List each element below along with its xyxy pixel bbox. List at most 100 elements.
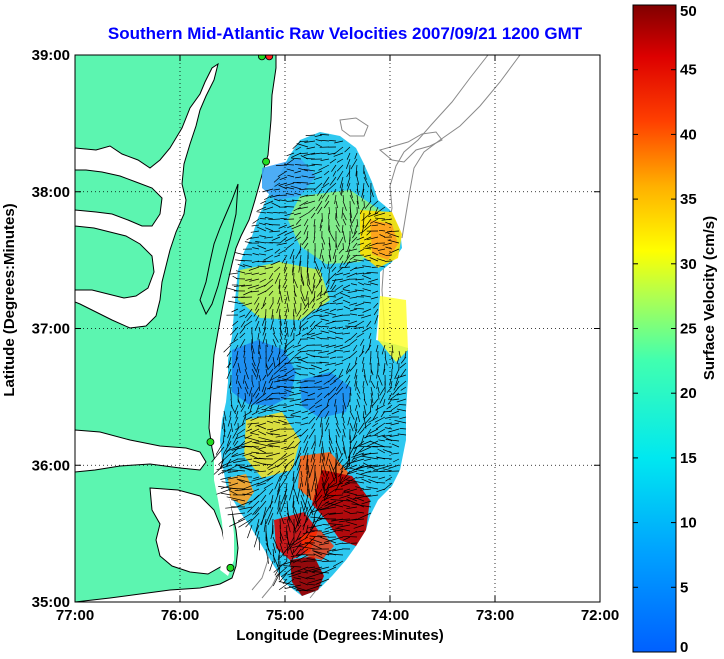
velocity-vector [306, 164, 316, 167]
velocity-vector [335, 542, 344, 546]
velocity-vector [299, 194, 309, 198]
velocity-vector [262, 463, 274, 466]
velocity-vector [308, 416, 316, 425]
velocity-vector [304, 569, 316, 574]
velocity-vector [323, 536, 344, 543]
velocity-vector [322, 560, 337, 562]
velocity-vector [300, 272, 305, 285]
velocity-vector [302, 530, 316, 535]
velocity-vector [264, 248, 274, 252]
velocity-vector [293, 440, 302, 449]
velocity-vector [329, 512, 337, 514]
velocity-vector [362, 386, 365, 394]
velocity-vector [359, 446, 372, 453]
velocity-vector [303, 200, 316, 205]
velocity-vector [342, 416, 345, 424]
velocity-vector [383, 398, 386, 405]
velocity-vector [370, 296, 379, 300]
velocity-vector [315, 302, 323, 313]
velocity-vector [328, 428, 331, 441]
velocity-vector [339, 254, 344, 261]
velocity-vector [328, 242, 331, 251]
velocity-vector [336, 158, 344, 163]
velocity-vector [390, 380, 393, 388]
velocity-vector [251, 476, 267, 482]
velocity-vector [353, 307, 365, 310]
velocity-vector [339, 260, 344, 268]
velocity-vector [293, 506, 301, 525]
velocity-vector [293, 212, 302, 216]
velocity-vector [314, 500, 323, 515]
velocity-vector [286, 512, 295, 528]
velocity-vector [233, 284, 246, 287]
velocity-vector [306, 524, 323, 529]
velocity-vector [233, 416, 239, 426]
velocity-vector [282, 378, 295, 382]
velocity-vector [313, 566, 330, 572]
velocity-vector [316, 336, 323, 340]
velocity-vector [251, 410, 260, 416]
velocity-vector [223, 428, 226, 438]
albemarle-sound [75, 429, 207, 473]
velocity-vector [251, 350, 254, 359]
velocity-vector [385, 254, 393, 256]
velocity-vector [252, 218, 260, 224]
velocity-vector [285, 464, 295, 478]
velocity-vector [307, 583, 316, 586]
velocity-vector [356, 200, 360, 209]
velocity-vector [314, 134, 323, 138]
velocity-vector [314, 488, 318, 498]
velocity-vector [255, 392, 260, 399]
velocity-vector [341, 488, 358, 494]
velocity-vector [354, 356, 358, 365]
velocity-vector [274, 266, 281, 273]
velocity-vector [355, 272, 365, 275]
velocity-vector [270, 260, 281, 266]
velocity-vector [327, 553, 344, 556]
velocity-vector [293, 524, 297, 534]
velocity-vector [345, 248, 358, 253]
velocity-vector [246, 236, 253, 241]
velocity-vector [285, 338, 295, 347]
velocity-vector [349, 434, 358, 444]
velocity-vector [374, 206, 379, 215]
velocity-vector [272, 572, 281, 587]
velocity-vector [347, 416, 351, 426]
velocity-vector [297, 545, 316, 550]
velocity-vector [302, 326, 309, 331]
velocity-vector [334, 254, 337, 263]
velocity-vector [345, 380, 351, 389]
velocity-vector [291, 542, 309, 549]
velocity-vector [378, 229, 386, 232]
velocity-vector [253, 308, 260, 317]
velocity-vector [321, 326, 330, 328]
velocity-vector [353, 524, 365, 529]
velocity-vector [347, 290, 358, 294]
velocity-vector [356, 386, 361, 394]
colorbar-tick-label: 5 [680, 579, 688, 596]
velocity-vector [344, 146, 351, 153]
velocity-vector [310, 506, 330, 513]
velocity-vector [385, 221, 393, 226]
velocity-vector [301, 416, 309, 420]
colorbar [632, 4, 677, 653]
velocity-vector [399, 428, 407, 430]
velocity-vector [376, 258, 386, 262]
velocity-vector [268, 218, 281, 221]
velocity-vector [362, 410, 365, 419]
velocity-vector [273, 368, 281, 375]
velocity-vector [385, 476, 393, 482]
velocity-vector [306, 500, 316, 514]
velocity-vector [390, 392, 400, 400]
velocity-vector [298, 389, 309, 394]
velocity-vector [284, 368, 295, 375]
velocity-vector [256, 362, 260, 371]
velocity-vector [373, 212, 386, 217]
velocity-vector [337, 236, 344, 248]
velocity-vector [237, 362, 241, 374]
velocity-vector [339, 176, 344, 189]
velocity-vector [400, 368, 407, 378]
velocity-vector [311, 302, 316, 309]
velocity-vector [250, 416, 260, 421]
velocity-vector [221, 481, 232, 484]
